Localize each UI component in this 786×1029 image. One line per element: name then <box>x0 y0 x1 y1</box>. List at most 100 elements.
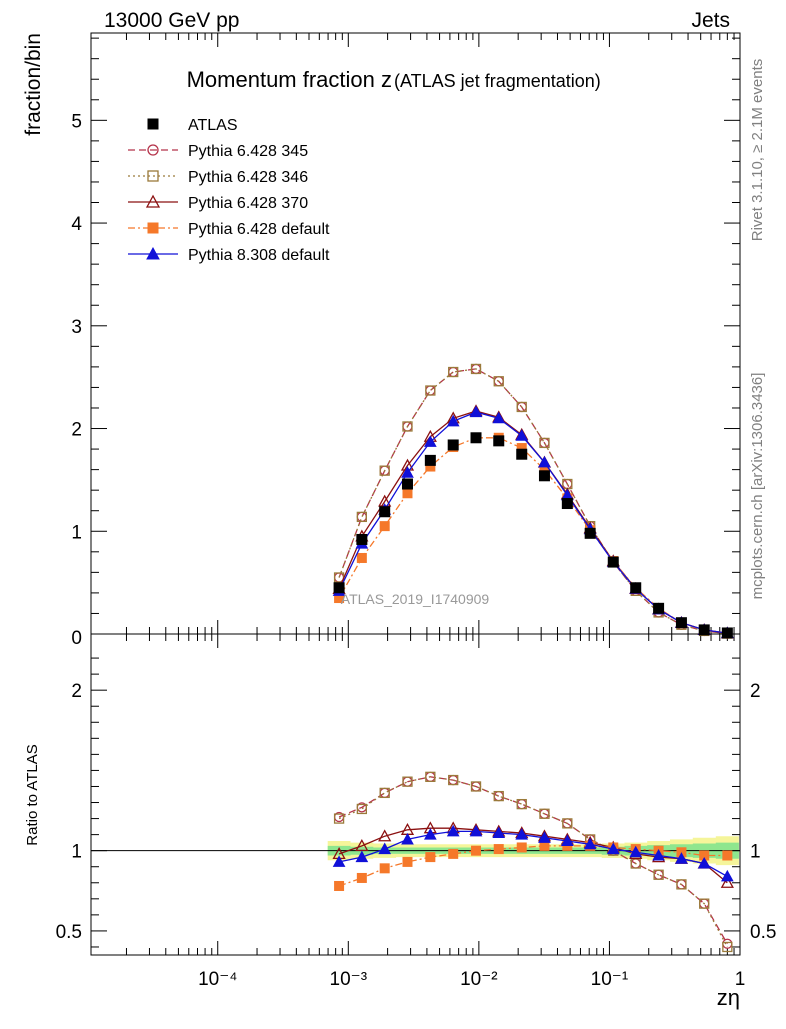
header-right: Jets <box>691 9 730 32</box>
data-point <box>147 222 159 234</box>
data-point <box>448 774 459 786</box>
data-point <box>493 844 504 855</box>
data-point <box>538 831 551 843</box>
data-point <box>379 521 390 532</box>
data-point <box>515 828 529 840</box>
legend-label: Pythia 6.428 default <box>188 221 330 238</box>
data-point <box>562 818 573 829</box>
y-tick-label-right: 1 <box>750 842 761 863</box>
data-point <box>402 421 413 432</box>
data-point <box>379 863 390 874</box>
data-point <box>333 813 345 824</box>
x-tick-label: 10⁻¹ <box>591 969 629 990</box>
legend-entry-pythia-6-428-346: Pythia 6.428 346 <box>128 169 308 186</box>
y-tick-label-right: 2 <box>750 681 761 702</box>
y-tick-label-right: 0.5 <box>750 922 776 943</box>
data-point <box>538 470 550 482</box>
data-point <box>423 828 437 840</box>
data-point <box>653 602 665 614</box>
data-point <box>675 617 687 629</box>
data-point <box>606 842 620 855</box>
data-point <box>356 872 367 883</box>
data-point <box>446 824 460 837</box>
data-point <box>721 869 734 882</box>
data-point <box>424 454 436 466</box>
data-point <box>720 875 734 888</box>
data-point <box>492 826 506 839</box>
data-point <box>147 170 159 182</box>
y-tick-label: 0 <box>71 628 82 649</box>
data-point <box>539 437 550 449</box>
data-point <box>584 527 596 539</box>
x-tick-label: 10⁻² <box>460 969 498 990</box>
data-point <box>448 366 459 378</box>
y-tick-label: 1 <box>71 522 82 543</box>
data-point <box>470 781 482 792</box>
data-point <box>675 852 688 864</box>
data-point <box>698 624 710 636</box>
header-left: 13000 GeV pp <box>104 9 239 32</box>
data-point <box>722 850 733 861</box>
y-tick-label: 3 <box>71 317 82 338</box>
data-point <box>332 855 346 867</box>
y-axis-label-ratio: Ratio to ATLAS <box>24 744 41 845</box>
data-point <box>561 498 573 510</box>
data-point <box>402 488 413 499</box>
data-point <box>147 118 159 130</box>
data-point <box>401 466 414 478</box>
data-point <box>355 850 369 863</box>
data-point <box>356 511 368 523</box>
data-point <box>469 405 483 418</box>
data-point <box>147 144 159 156</box>
data-point <box>676 879 687 890</box>
side-label-mcplots: mcplots.cern.ch [arXiv:1306.3436] <box>749 373 766 600</box>
data-point <box>146 246 160 260</box>
data-point <box>493 790 504 802</box>
data-point <box>516 401 527 413</box>
y-tick-label: 1 <box>71 842 82 863</box>
legend: ATLAS Pythia 6.428 345 Pythia 6.428 346 Pyt… <box>128 117 330 264</box>
data-point <box>516 448 528 460</box>
data-point <box>629 845 643 858</box>
data-point <box>355 839 369 852</box>
y-tick-label: 4 <box>71 214 82 235</box>
data-point <box>493 435 505 447</box>
legend-entry-atlas: ATLAS <box>147 117 238 134</box>
data-point <box>425 852 436 863</box>
axis-ticks: 10⁻⁴ 10⁻³ 10⁻² 10⁻¹ 1 1 2 3 4 5 0 0.5 0.5 1 1 2 2 <box>56 33 776 990</box>
data-point <box>401 478 413 490</box>
y-tick-label: 5 <box>71 111 82 132</box>
legend-label: Pythia 6.428 370 <box>188 195 308 212</box>
data-point <box>446 414 460 427</box>
data-point <box>653 869 664 880</box>
legend-entry-pythia-6-428-default: Pythia 6.428 default <box>128 221 330 238</box>
x-axis-label: zη <box>717 985 740 1010</box>
data-point <box>722 941 733 953</box>
y-tick-label: 2 <box>71 681 82 702</box>
series-line <box>338 776 728 948</box>
data-point <box>145 194 161 208</box>
data-point <box>379 787 390 799</box>
data-point <box>560 834 574 847</box>
data-point <box>379 787 390 799</box>
data-point <box>538 455 551 468</box>
legend-label: Pythia 8.308 default <box>188 247 330 264</box>
data-point <box>630 582 642 594</box>
x-tick-label: 10⁻⁴ <box>198 969 237 990</box>
data-point <box>378 829 392 842</box>
data-point <box>470 363 482 375</box>
data-point <box>401 832 414 845</box>
y-axis-label-main: fraction/bin <box>22 33 45 136</box>
legend-entry-pythia-8-308-default: Pythia 8.308 default <box>128 246 330 264</box>
series-line <box>338 845 728 887</box>
data-point <box>425 771 436 782</box>
data-point <box>333 582 345 594</box>
data-point <box>652 848 665 861</box>
ratio-panel-frame <box>90 633 741 956</box>
x-tick-label: 10⁻³ <box>330 969 368 990</box>
legend-label: Pythia 6.428 345 <box>188 143 308 160</box>
ratio-series-pythia-6-428-346 <box>333 771 733 953</box>
y-tick-label: 0.5 <box>56 922 82 943</box>
data-point <box>402 856 413 867</box>
